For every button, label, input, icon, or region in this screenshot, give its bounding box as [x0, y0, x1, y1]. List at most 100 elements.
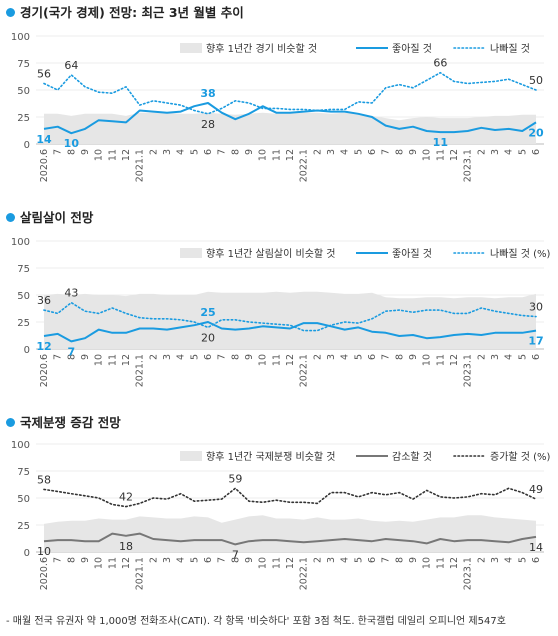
- data-label: 42: [119, 491, 133, 504]
- y-tick-label: 25: [17, 318, 30, 329]
- x-tick-label: 12: [121, 557, 132, 569]
- series-line: [43, 321, 537, 343]
- x-tick-label: 8: [394, 354, 405, 360]
- x-tick-label: 10: [422, 354, 433, 366]
- x-tick-label: 2022.1: [299, 557, 310, 590]
- y-tick-label: 0: [24, 140, 30, 151]
- data-label: 50: [529, 74, 543, 87]
- data-label: 28: [201, 118, 215, 131]
- data-label: 10: [37, 545, 51, 558]
- legend-label: 나빠질 것 (%): [490, 248, 551, 260]
- x-tick-label: 3: [326, 557, 337, 563]
- x-tick-label: 9: [80, 354, 91, 360]
- x-tick-label: 9: [244, 149, 255, 155]
- data-label: 64: [64, 59, 78, 72]
- data-label: 20: [528, 126, 544, 139]
- x-tick-label: 3: [162, 354, 173, 360]
- x-tick-label: 2: [148, 149, 159, 155]
- data-label: 30: [529, 301, 543, 314]
- x-tick-label: 11: [271, 354, 282, 366]
- x-tick-label: 2020.6: [39, 557, 50, 590]
- x-tick-label: 3: [326, 354, 337, 360]
- x-tick-label: 12: [449, 149, 460, 161]
- x-tick-label: 5: [353, 557, 364, 563]
- legend-label: 감소할 것: [392, 451, 432, 463]
- x-tick-label: 4: [504, 149, 515, 155]
- legend-label: 좋아질 것: [392, 43, 432, 55]
- x-tick-label: 2: [312, 149, 323, 155]
- x-tick-label: 6: [531, 354, 542, 360]
- x-tick-label: 8: [66, 149, 77, 155]
- series-line: [43, 532, 537, 546]
- data-label: 10: [64, 137, 80, 150]
- x-tick-label: 11: [107, 354, 118, 366]
- data-label: 7: [68, 345, 76, 358]
- data-label: 66: [433, 57, 447, 70]
- x-tick-label: 2020.6: [39, 149, 50, 182]
- x-tick-label: 9: [80, 557, 91, 563]
- x-tick-label: 2: [312, 354, 323, 360]
- x-tick-label: 11: [107, 149, 118, 161]
- x-tick-label: 7: [53, 557, 64, 563]
- data-label: 18: [119, 540, 133, 553]
- x-tick-label: 2023.1: [463, 557, 474, 590]
- y-tick-label: 0: [24, 345, 30, 356]
- data-label: 20: [201, 331, 215, 344]
- chart-title-text: 경기(국가 경제) 전망: 최근 3년 월별 추이: [20, 5, 244, 20]
- x-tick-label: 2022.1: [299, 354, 310, 387]
- x-tick-label: 2021.1: [135, 149, 146, 182]
- x-tick-label: 2022.1: [299, 149, 310, 182]
- x-tick-label: 10: [422, 557, 433, 569]
- x-tick-label: 12: [449, 354, 460, 366]
- x-tick-label: 12: [285, 149, 296, 161]
- x-tick-label: 4: [340, 354, 351, 360]
- x-tick-label: 8: [230, 557, 241, 563]
- data-label: 36: [37, 294, 51, 307]
- x-tick-label: 2: [312, 557, 323, 563]
- legend-label: 향후 1년간 국제분쟁 비슷할 것: [206, 451, 335, 463]
- x-tick-label: 12: [285, 557, 296, 569]
- x-tick-label: 9: [244, 354, 255, 360]
- x-tick-label: 2020.6: [39, 354, 50, 387]
- x-tick-label: 9: [408, 149, 419, 155]
- x-tick-label: 9: [80, 149, 91, 155]
- x-tick-label: 2: [476, 149, 487, 155]
- x-tick-label: 9: [408, 557, 419, 563]
- series-area: [44, 515, 536, 552]
- data-label: 25: [200, 306, 215, 319]
- y-tick-label: 0: [24, 548, 30, 559]
- series-line: [43, 71, 537, 115]
- chart-title-text: 살림살이 전망: [20, 210, 94, 225]
- x-tick-label: 8: [394, 149, 405, 155]
- x-tick-label: 6: [367, 354, 378, 360]
- x-tick-label: 6: [367, 149, 378, 155]
- x-tick-label: 8: [66, 354, 77, 360]
- x-tick-label: 9: [408, 354, 419, 360]
- x-tick-label: 7: [53, 354, 64, 360]
- x-tick-label: 12: [121, 354, 132, 366]
- legend-swatch: [180, 43, 202, 53]
- legend-label: 나빠질 것: [490, 43, 530, 55]
- y-tick-label: 50: [17, 291, 30, 302]
- x-tick-label: 6: [203, 354, 214, 360]
- y-tick-label: 75: [17, 467, 30, 478]
- y-tick-label: 50: [17, 86, 30, 97]
- data-label: 11: [433, 136, 448, 149]
- x-tick-label: 3: [490, 557, 501, 563]
- legend-label: 향후 1년간 살림살이 비슷할 것: [206, 248, 335, 260]
- series-area: [44, 291, 536, 349]
- x-tick-label: 7: [217, 557, 228, 563]
- x-tick-label: 12: [449, 557, 460, 569]
- y-tick-label: 100: [11, 237, 30, 248]
- x-tick-label: 5: [353, 149, 364, 155]
- x-tick-label: 10: [94, 557, 105, 569]
- legend-swatch: [180, 248, 202, 258]
- series-line: [43, 301, 537, 332]
- x-tick-label: 3: [162, 557, 173, 563]
- x-tick-label: 11: [271, 149, 282, 161]
- x-tick-label: 10: [94, 149, 105, 161]
- x-tick-label: 12: [121, 149, 132, 161]
- x-tick-label: 7: [53, 149, 64, 155]
- x-tick-label: 7: [217, 149, 228, 155]
